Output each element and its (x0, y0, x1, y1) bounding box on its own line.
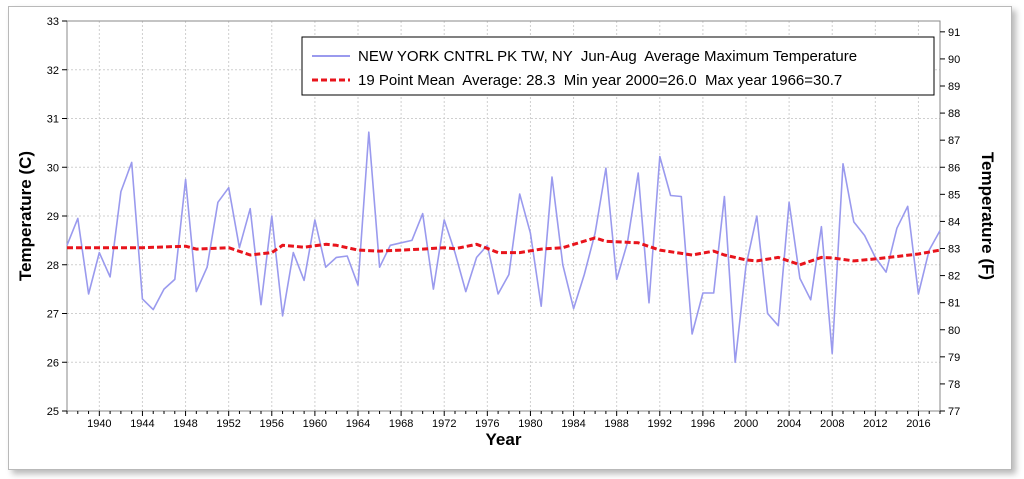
y-right-tick-label: 88 (948, 108, 960, 120)
y-right-tick-label: 77 (948, 406, 960, 418)
chart-window: 1940 1944 1948 1952 1956 1960 1964 1968 1972 1976… (8, 6, 1012, 470)
y-left-tick-label: 32 (47, 65, 59, 77)
y-right-tick-label: 90 (948, 54, 960, 66)
x-tick-label: 1972 (432, 418, 456, 430)
x-tick-label: 2016 (906, 418, 930, 430)
x-tick-label: 1988 (604, 418, 628, 430)
x-tick-label: 1948 (173, 418, 197, 430)
x-tick-label: 2012 (863, 418, 887, 430)
y-left-tick-label: 31 (47, 114, 59, 126)
legend-label-mean: 19 Point Mean Average: 28.3 Min year 200… (358, 72, 842, 89)
x-tick-label: 1940 (87, 418, 111, 430)
y-right-tick-label: 87 (948, 135, 960, 147)
x-tick-label: 1984 (561, 418, 585, 430)
legend: NEW YORK CNTRL PK TW, NY Jun-Aug Average… (301, 36, 935, 96)
x-tick-label: 1992 (648, 418, 672, 430)
y-axis-left: 25 26 27 28 29 30 31 32 33 (47, 16, 67, 418)
y-right-tick-label: 84 (948, 216, 960, 228)
y-axis-right-title: Temperature (F) (978, 152, 997, 280)
x-axis-title: Year (486, 430, 522, 449)
x-tick-label: 1944 (130, 418, 154, 430)
y-right-tick-label: 81 (948, 298, 960, 310)
x-axis: 1940 1944 1948 1952 1956 1960 1964 1968 1972 1976… (66, 411, 941, 430)
x-tick-label: 1996 (691, 418, 715, 430)
x-tick-label: 1976 (475, 418, 499, 430)
y-axis-left-title: Temperature (C) (16, 151, 35, 281)
x-tick-label: 1968 (389, 418, 413, 430)
y-right-tick-label: 85 (948, 189, 960, 201)
y-left-tick-label: 30 (47, 162, 59, 174)
y-right-tick-label: 78 (948, 379, 960, 391)
x-tick-label: 2008 (820, 418, 844, 430)
y-right-tick-label: 82 (948, 271, 960, 283)
y-right-tick-label: 80 (948, 325, 960, 337)
y-left-tick-label: 33 (47, 16, 59, 28)
x-tick-label: 1980 (518, 418, 542, 430)
x-tick-label: 1964 (346, 418, 370, 430)
y-right-tick-label: 86 (948, 162, 960, 174)
x-tick-label: 1952 (216, 418, 240, 430)
x-tick-label: 1960 (303, 418, 327, 430)
y-left-tick-label: 27 (47, 309, 59, 321)
y-left-tick-label: 29 (47, 211, 59, 223)
y-right-tick-label: 91 (948, 27, 960, 39)
y-right-tick-label: 83 (948, 244, 960, 256)
legend-label-raw: NEW YORK CNTRL PK TW, NY Jun-Aug Average… (358, 48, 857, 65)
y-axis-right: 77 78 79 80 81 82 83 84 85 86 87 88 89 90 91 (940, 27, 960, 418)
chart: 1940 1944 1948 1952 1956 1960 1964 1968 1972 1976… (16, 16, 997, 449)
series-layer (66, 131, 941, 364)
series-line-mean (67, 236, 941, 267)
x-tick-label: 2004 (777, 418, 801, 430)
legend-box (301, 36, 935, 96)
y-left-tick-label: 28 (47, 260, 59, 272)
series-line-raw (66, 131, 941, 364)
y-right-tick-label: 89 (948, 81, 960, 93)
y-left-tick-label: 26 (47, 357, 59, 369)
y-right-tick-label: 79 (948, 352, 960, 364)
x-tick-label: 2000 (734, 418, 758, 430)
x-tick-label: 1956 (260, 418, 284, 430)
y-left-tick-label: 25 (47, 406, 59, 418)
